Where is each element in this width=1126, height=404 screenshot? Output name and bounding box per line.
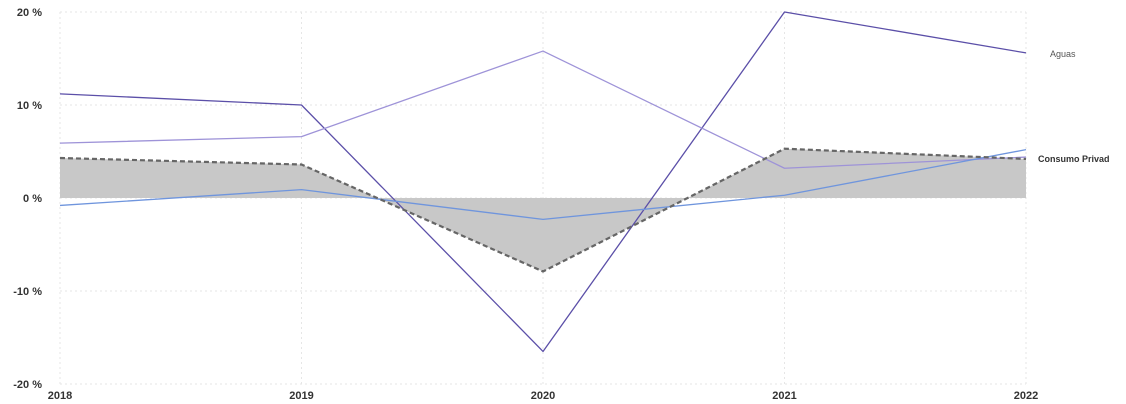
y-axis-ticks: 20 % 10 % 0 % -10 % -20 % [13,7,42,391]
series-area-fill [60,148,1026,272]
x-tick-label: 2019 [289,390,313,402]
y-tick-label: 20 % [17,7,42,19]
y-tick-label: -10 % [13,286,42,298]
y-tick-label: 10 % [17,100,42,112]
series-line-2 [59,149,1027,221]
series-label-consumo-privad: Consumo Privad [1038,154,1110,164]
reference-area [60,148,1026,272]
series-labels: Aguas Consumo Privad [1038,49,1110,164]
series-label-aguas: Aguas [1050,49,1076,59]
x-tick-label: 2018 [48,390,72,402]
series-line-3 [59,147,1027,273]
y-tick-label: -20 % [13,379,42,391]
y-tick-label: 0 % [23,193,42,205]
x-tick-label: 2022 [1014,390,1038,402]
series-line-1 [59,50,1027,169]
x-axis-ticks: 2018 2019 2020 2021 2022 [48,390,1038,402]
x-tick-label: 2021 [772,390,796,402]
series-line-0 [59,11,1027,353]
series-lines [59,11,1027,353]
x-tick-label: 2020 [531,390,555,402]
